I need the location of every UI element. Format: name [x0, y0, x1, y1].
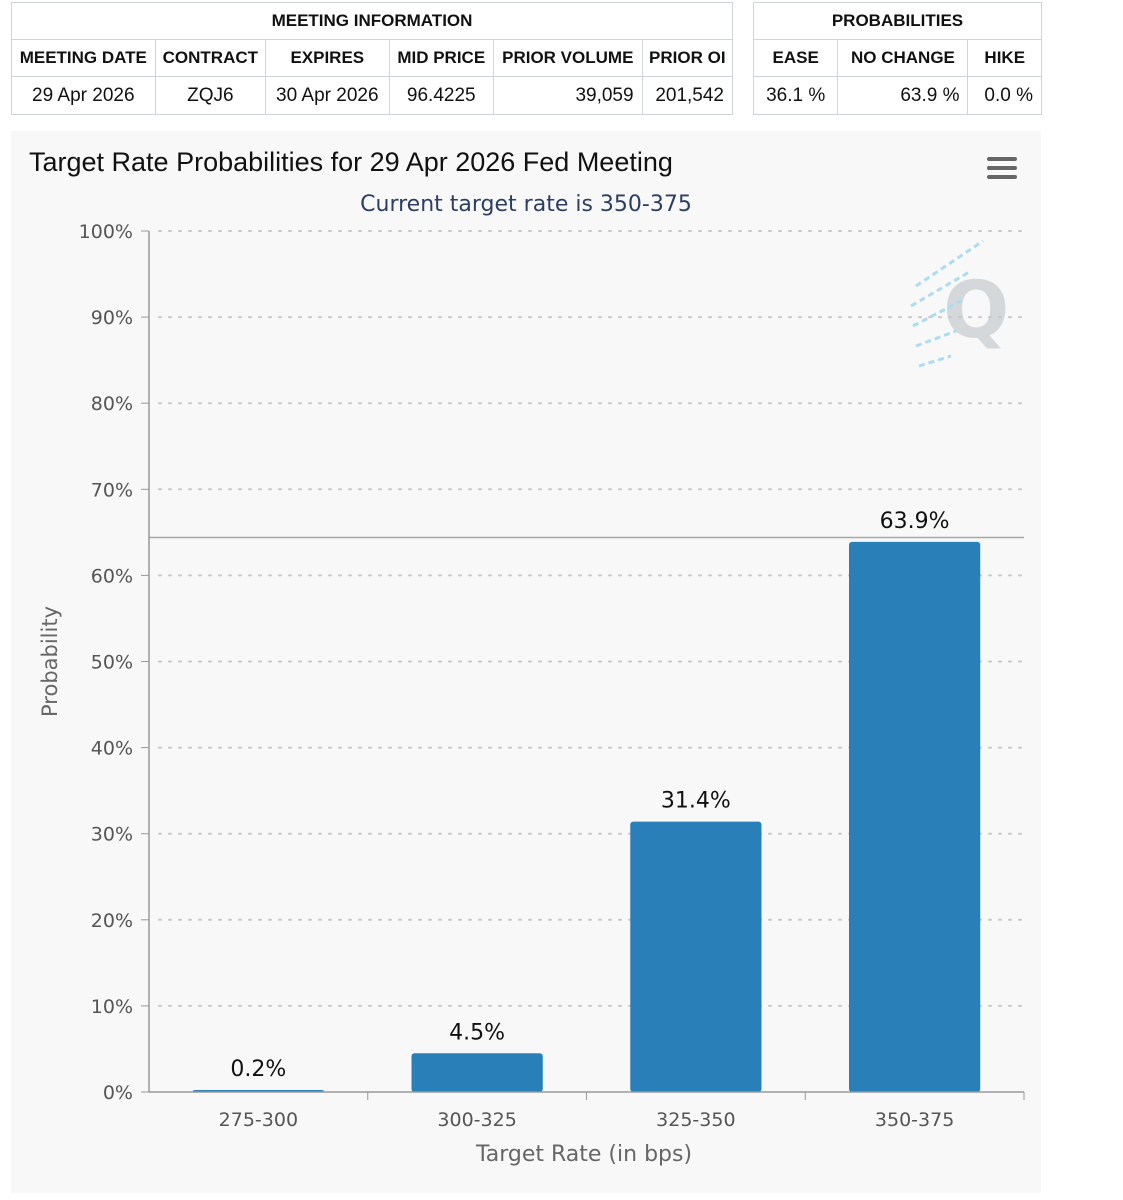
cell-contract: ZQJ6	[154, 76, 267, 115]
svg-text:Q: Q	[943, 266, 1009, 356]
y-tick-label: 20%	[91, 910, 133, 932]
cell-meeting-date: 29 Apr 2026	[11, 76, 156, 115]
table-row: 29 Apr 2026 ZQJ6 30 Apr 2026 96.4225 39,…	[11, 76, 734, 115]
col-meeting-date: MEETING DATE	[11, 39, 156, 77]
data-label: 63.9%	[880, 509, 950, 534]
y-axis-label: Probability	[38, 606, 62, 717]
col-prior-oi: PRIOR OI	[641, 39, 734, 77]
col-mid-price: MID PRICE	[388, 39, 494, 77]
chart-menu-button[interactable]	[987, 157, 1017, 181]
meeting-information-header: MEETING INFORMATION	[11, 2, 733, 40]
probabilities-table: PROBABILITIES EASE NO CHANGE HIKE 36.1 %…	[752, 2, 1042, 115]
x-tick-label: 350-375	[875, 1109, 954, 1131]
y-tick-label: 40%	[91, 738, 133, 760]
x-axis-label: Target Rate (in bps)	[475, 1142, 692, 1167]
y-tick-label: 90%	[91, 307, 133, 329]
y-tick-label: 30%	[91, 824, 133, 846]
col-contract: CONTRACT	[154, 39, 267, 77]
cell-expires: 30 Apr 2026	[265, 76, 390, 115]
bar-chart: Target Rate Probabilities for 29 Apr 202…	[29, 147, 1025, 1167]
cell-prior-oi: 201,542	[641, 76, 734, 115]
chart-subtitle: Current target rate is 350-375	[360, 192, 692, 217]
chart-panel: Target Rate Probabilities for 29 Apr 202…	[11, 131, 1041, 1193]
x-tick-label: 325-350	[656, 1109, 735, 1131]
cell-no-change: 63.9 %	[837, 76, 969, 115]
col-no-change: NO CHANGE	[837, 39, 969, 77]
x-tick-label: 300-325	[437, 1109, 516, 1131]
bar-350-375[interactable]	[849, 541, 981, 1092]
x-tick-label: 275-300	[219, 1109, 298, 1131]
col-hike: HIKE	[967, 39, 1042, 77]
bar-300-325[interactable]	[411, 1053, 543, 1092]
col-ease: EASE	[752, 39, 839, 77]
bar-325-350[interactable]	[630, 821, 762, 1092]
cell-hike: 0.0 %	[967, 76, 1042, 115]
watermark-logo: Q	[910, 239, 1009, 368]
chart-title: Target Rate Probabilities for 29 Apr 202…	[29, 147, 673, 177]
cell-prior-volume: 39,059	[492, 76, 643, 115]
table-row: 36.1 % 63.9 % 0.0 %	[752, 76, 1042, 115]
meeting-information-table: MEETING INFORMATION MEETING DATE CONTRAC…	[11, 2, 734, 115]
data-label: 0.2%	[230, 1057, 286, 1082]
col-prior-volume: PRIOR VOLUME	[492, 39, 643, 77]
y-tick-label: 50%	[91, 652, 133, 674]
menu-icon	[987, 157, 1017, 161]
cell-ease: 36.1 %	[752, 76, 839, 115]
probabilities-header: PROBABILITIES	[753, 2, 1042, 40]
y-tick-label: 100%	[79, 221, 133, 243]
y-tick-label: 60%	[91, 565, 133, 587]
y-tick-label: 0%	[103, 1082, 133, 1104]
y-tick-label: 80%	[91, 393, 133, 415]
data-label: 4.5%	[449, 1020, 505, 1045]
data-label: 31.4%	[661, 789, 731, 814]
y-tick-label: 70%	[91, 479, 133, 501]
col-expires: EXPIRES	[265, 39, 390, 77]
cell-mid-price: 96.4225	[388, 76, 494, 115]
y-tick-label: 10%	[91, 996, 133, 1018]
